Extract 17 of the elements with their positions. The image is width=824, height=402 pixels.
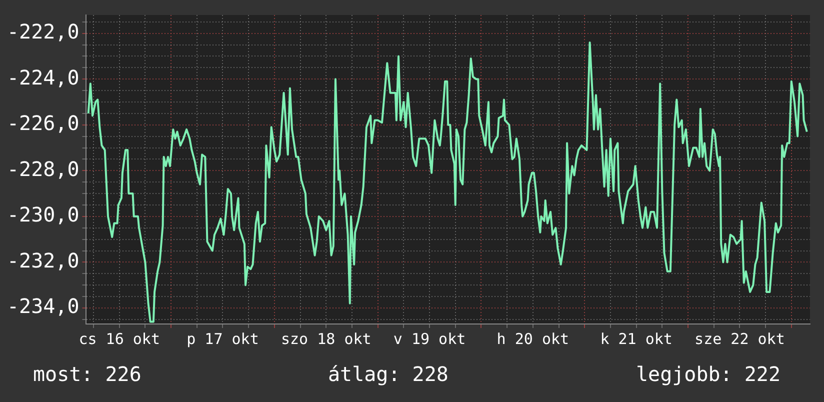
x-tick-label: cs 16 okt bbox=[78, 330, 160, 348]
x-tick-label: v 19 okt bbox=[393, 330, 466, 348]
x-tick-label: k 21 okt bbox=[600, 330, 672, 348]
text: most: 226 bbox=[33, 362, 142, 386]
x-tick-label: sze 22 okt bbox=[694, 330, 785, 348]
x-tick-label: szo 18 okt bbox=[280, 330, 372, 348]
text: átlag: 228 bbox=[328, 362, 448, 386]
y-tick-label: -228,0 bbox=[6, 156, 80, 181]
y-tick-label: -234,0 bbox=[6, 294, 80, 318]
x-tick-label: h 20 okt bbox=[496, 330, 570, 348]
y-tick-label: -222,0 bbox=[6, 20, 80, 44]
y-tick-label: -232,0 bbox=[6, 248, 80, 272]
y-tick-label: -224,0 bbox=[6, 65, 80, 90]
x-tick-label: p 17 okt bbox=[186, 330, 259, 348]
y-tick-label: -226,0 bbox=[6, 111, 80, 136]
y-tick-label: -230,0 bbox=[6, 202, 80, 227]
text: legjobb: 222 bbox=[636, 362, 780, 386]
